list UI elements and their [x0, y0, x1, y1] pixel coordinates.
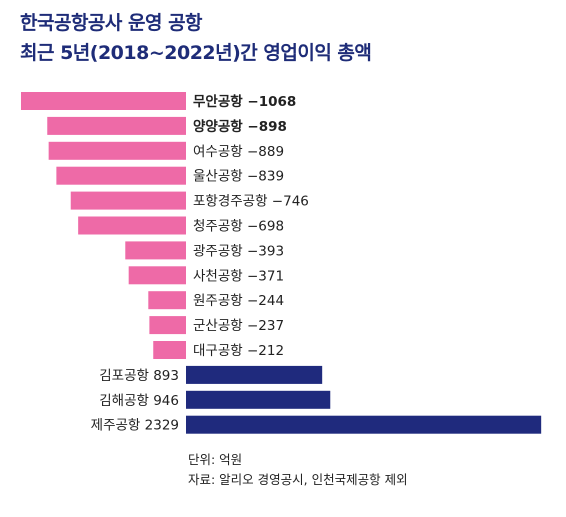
bar-양양공항 — [47, 116, 186, 135]
bar-label-제주공항: 제주공항 2329 — [91, 418, 179, 434]
bar-대구공항 — [153, 341, 186, 359]
bar-label-군산공항: 군산공항 −237 — [193, 318, 284, 334]
bar-김해공항 — [186, 390, 331, 409]
bar-무안공항 — [20, 92, 186, 110]
bar-김포공항 — [186, 365, 323, 384]
bar-label-여수공항: 여수공항 −889 — [193, 144, 284, 160]
bar-사천공항 — [128, 266, 186, 285]
chart-title-line2: 최근 5년(2018~2022년)간 영업이익 총액 — [20, 42, 372, 64]
bar-label-사천공항: 사천공항 −371 — [193, 268, 284, 284]
chart-notes: 단위: 억원 자료: 알리오 경영공시, 인천국제공항 제외 — [188, 450, 408, 490]
bar-label-대구공항: 대구공항 −212 — [193, 343, 284, 359]
chart-title-line1: 한국공항공사 운영 공항 — [20, 12, 203, 34]
bar-울산공항 — [56, 166, 187, 185]
bar-label-무안공항: 무안공항 −1068 — [193, 93, 296, 110]
bar-label-청주공항: 청주공항 −698 — [193, 219, 284, 235]
source-note: 자료: 알리오 경영공시, 인천국제공항 제외 — [188, 472, 408, 487]
bar-label-울산공항: 울산공항 −839 — [193, 169, 284, 185]
bar-label-김해공항: 김해공항 946 — [99, 393, 179, 409]
bar-label-양양공항: 양양공항 −898 — [193, 118, 287, 135]
bar-label-김포공항: 김포공항 893 — [99, 368, 179, 384]
bar-청주공항 — [78, 216, 186, 235]
bar-label-포항경주공항: 포항경주공항 −746 — [193, 194, 309, 210]
bar-제주공항 — [186, 415, 542, 434]
bar-포항경주공항 — [70, 191, 186, 210]
unit-note: 단위: 억원 — [188, 452, 243, 467]
bar-label-광주공항: 광주공항 −393 — [193, 243, 284, 259]
bar-광주공항 — [125, 241, 186, 260]
bar-군산공항 — [149, 316, 186, 335]
bar-label-원주공항: 원주공항 −244 — [193, 293, 284, 309]
bar-원주공항 — [148, 291, 186, 310]
bar-여수공항 — [48, 141, 186, 160]
